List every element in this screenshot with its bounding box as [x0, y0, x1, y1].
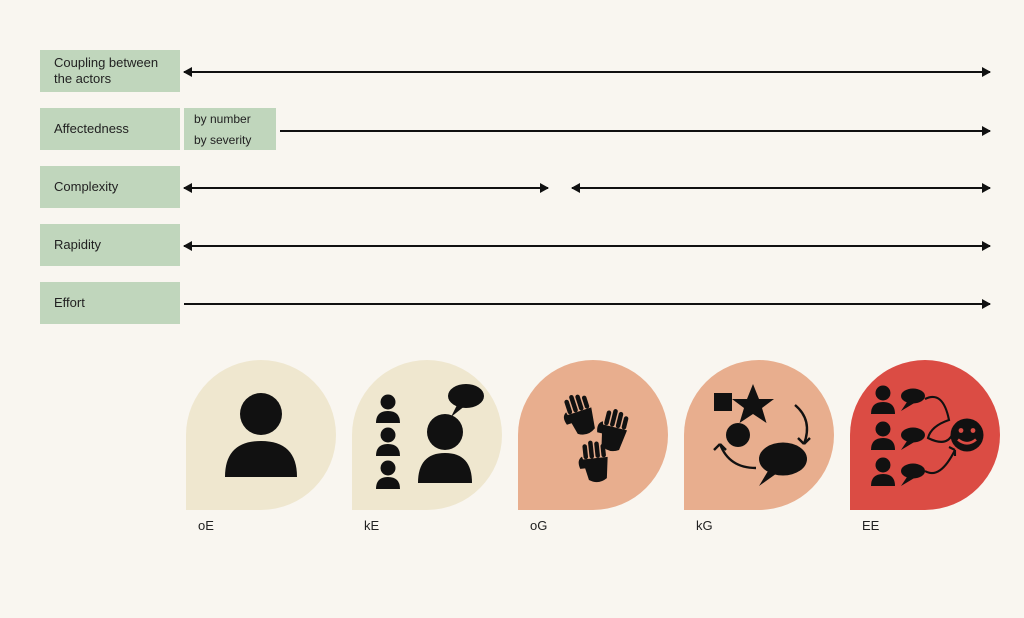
- shapes-cycle-icon: [684, 360, 834, 510]
- dimension-label: Rapidity: [40, 224, 180, 266]
- dimension-arrow: [184, 187, 548, 189]
- dimension-label: Effort: [40, 282, 180, 324]
- dimension-arrow: [184, 245, 990, 247]
- dimension-sublabel: by severity: [184, 129, 276, 150]
- category-code: oG: [530, 518, 547, 533]
- dimension-arrow: [184, 71, 990, 73]
- dimension-arrow: [184, 303, 990, 305]
- category-code: oE: [198, 518, 214, 533]
- single-person-icon: [186, 360, 336, 510]
- category-code: EE: [862, 518, 879, 533]
- dimension-arrow: [280, 130, 990, 132]
- network-smile-icon: [850, 360, 1000, 510]
- dimension-label: Complexity: [40, 166, 180, 208]
- dimension-sublabel: by number: [184, 108, 276, 129]
- people-speech-icon: [352, 360, 502, 510]
- dimension-label: Coupling betweenthe actors: [40, 50, 180, 92]
- dimension-label: Affectedness: [40, 108, 180, 150]
- category-code: kG: [696, 518, 713, 533]
- category-code: kE: [364, 518, 379, 533]
- dimension-arrow: [572, 187, 990, 189]
- hands-icon: [518, 360, 668, 510]
